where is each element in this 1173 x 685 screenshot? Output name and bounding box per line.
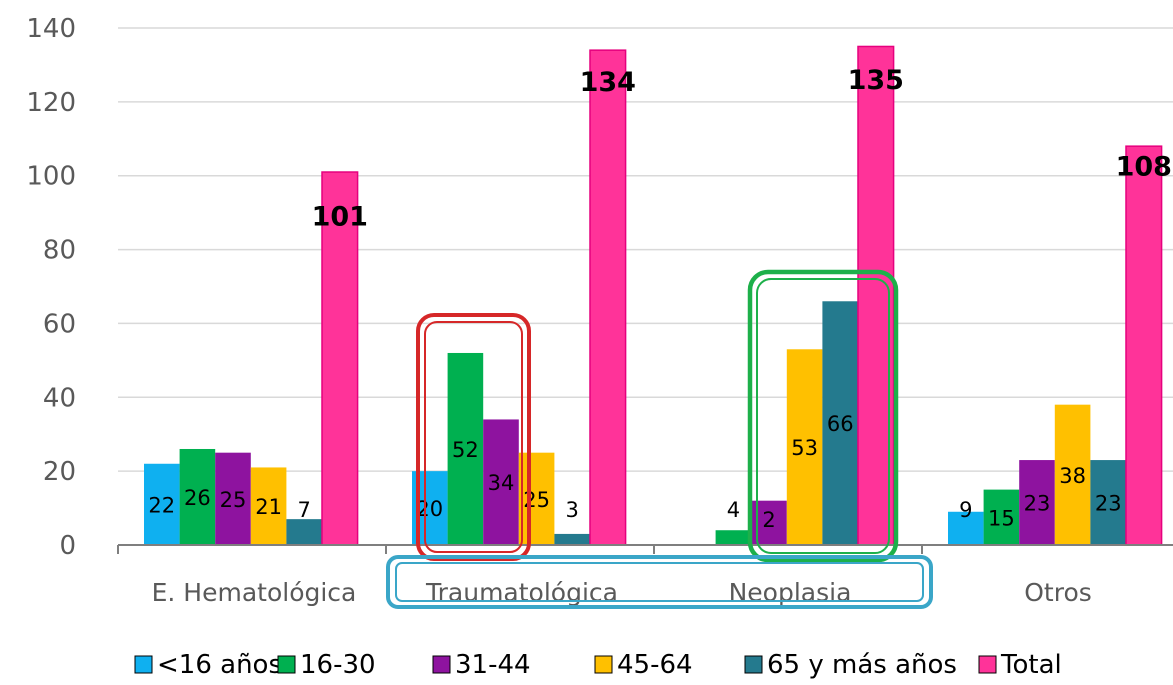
category-label: Otros [1024,578,1092,607]
data-label: 23 [1095,492,1122,516]
gridlines [118,27,1173,472]
highlight-box-red-inner [424,321,523,553]
category-label: E. Hematológica [152,578,357,607]
bar [715,530,752,545]
legend-swatch [594,655,613,674]
highlight-box-green [747,269,899,563]
bar [179,448,216,545]
data-label: 66 [827,412,854,436]
bar [983,489,1020,545]
bar [858,46,894,545]
legend-swatch [744,655,763,674]
y-tick-label: 100 [26,162,76,192]
data-label: 26 [184,486,211,510]
data-label: 4 [727,498,740,522]
bar [483,419,519,545]
bar [1126,146,1162,545]
category-labels: E. Hematológica Traumatológica Neoplasia Ot… [152,578,1092,607]
highlight-boxes [386,269,933,609]
y-tick-label: 140 [26,14,76,44]
y-tick-label: 40 [43,383,76,413]
data-label: 22 [148,493,175,517]
data-label-total: 101 [312,202,368,233]
data-label: 9 [959,498,972,522]
data-label-total: 135 [848,65,904,96]
y-axis-ticks: 0 20 40 60 80 100 120 140 [26,14,76,561]
highlight-box-blue [386,555,933,609]
y-tick-label: 80 [43,236,76,266]
data-label: 20 [416,497,443,521]
legend-label: <16 años [157,650,282,680]
bar [250,467,287,545]
highlight-box-blue-inner [395,562,924,602]
bars [144,45,1163,546]
legend-swatch [134,655,153,674]
data-label: 53 [791,436,818,460]
legend-label: 65 y más años [767,650,957,680]
bar [144,463,180,545]
legend-label: 45-64 [617,650,693,680]
legend: <16 años 16-30 31-44 45-64 65 y más años Tota… [134,650,1062,680]
legend-swatch [432,655,451,674]
y-tick-label: 60 [43,309,76,339]
data-label: 3 [566,498,579,522]
bar [1054,404,1091,545]
data-label: 23 [1024,492,1051,516]
data-label: 25 [220,488,247,512]
y-tick-label: 120 [26,88,76,118]
legend-label: 31-44 [455,650,531,680]
data-label-total: 134 [580,67,636,98]
legend-swatch [277,655,296,674]
data-label: 34 [488,471,515,495]
data-label: 38 [1059,464,1086,488]
bar [554,533,590,545]
bar [215,452,251,545]
data-label: 7 [298,498,311,522]
bar [322,172,358,545]
legend-swatch [978,655,997,674]
data-label: 15 [988,506,1015,530]
bar [1090,460,1126,545]
category-label: Traumatológica [425,578,618,607]
legend-label: Total [1000,650,1062,680]
bar [286,519,322,545]
legend-label: 16-30 [300,650,376,680]
bar [1019,460,1055,545]
bar [447,352,484,545]
bar [518,452,555,545]
data-label: 21 [255,495,282,519]
highlight-box-green-inner [756,278,890,554]
bar [590,50,626,546]
bar [786,349,823,545]
y-tick-label: 20 [43,457,76,487]
x-axis [117,544,1173,554]
y-tick-label: 0 [59,531,76,561]
bar [822,301,858,545]
data-label-total: 108 [1116,152,1172,183]
category-label: Neoplasia [729,578,852,607]
data-label: 52 [452,438,479,462]
data-label: 2 [762,508,775,532]
bar [948,511,984,545]
